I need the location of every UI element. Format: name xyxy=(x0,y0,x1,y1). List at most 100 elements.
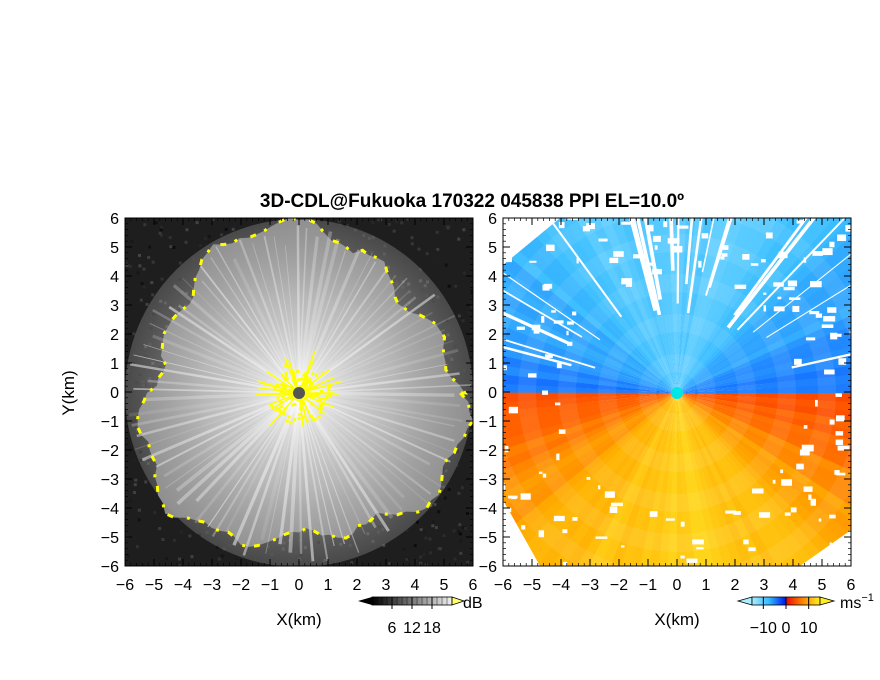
noise-pixel xyxy=(126,554,130,558)
gap-pixel xyxy=(642,634,644,639)
core-pixel xyxy=(278,400,282,404)
gap-pixel xyxy=(805,337,816,341)
noise-pixel xyxy=(467,311,471,315)
velocity-wedge-toward xyxy=(677,365,851,393)
gap-pixel xyxy=(865,346,872,348)
noise-pixel xyxy=(172,538,176,542)
noise-pixel xyxy=(190,555,194,559)
core-pixel xyxy=(289,370,293,374)
core-pixel xyxy=(304,372,308,376)
velocity-wedge-toward xyxy=(677,266,851,393)
gap-pixel xyxy=(621,221,633,225)
gap-pixel xyxy=(567,341,573,346)
gap-pixel xyxy=(664,632,676,637)
core-pixel xyxy=(297,416,301,420)
noise-pixel xyxy=(130,239,134,243)
noise-pixel xyxy=(133,483,137,487)
gap-pixel xyxy=(488,520,494,524)
core-pixel xyxy=(308,385,312,389)
saturated-rim xyxy=(136,218,473,549)
gap-streak xyxy=(503,311,570,345)
gap-pixel xyxy=(692,539,704,545)
gap-pixel xyxy=(625,281,632,287)
gap-pixel xyxy=(555,402,561,406)
noise-pixel xyxy=(161,537,165,541)
gap-pixel xyxy=(708,209,714,212)
noise-pixel xyxy=(220,554,224,558)
noise-pixel xyxy=(413,544,417,548)
y-tick-label: −3 xyxy=(479,472,497,489)
noise-pixel xyxy=(150,281,154,285)
gap-pixel xyxy=(498,403,500,407)
velocity-wedge-away xyxy=(677,393,803,566)
colorbar-tick-label: 6 xyxy=(388,620,397,637)
gap-pixel xyxy=(609,506,618,513)
gap-pixel xyxy=(699,616,706,622)
noise-pixel xyxy=(169,245,173,249)
y-tick-label: 2 xyxy=(488,327,497,344)
gap-pixel xyxy=(815,399,818,407)
gap-pixel xyxy=(810,498,816,506)
noise-pixel xyxy=(151,260,155,264)
velocity-wedge-away xyxy=(503,393,677,431)
noise-pixel xyxy=(145,302,149,306)
noise-pixel xyxy=(462,228,466,232)
noise-pixel xyxy=(165,557,169,561)
colorbar-tick-label: 12 xyxy=(403,620,421,637)
gap-pixel xyxy=(783,286,795,291)
velocity-wedge-toward xyxy=(609,218,677,393)
x-tick-label: −1 xyxy=(639,577,657,594)
core-pixel xyxy=(327,385,331,389)
x-tick-label: −4 xyxy=(552,577,570,594)
gap-pixel xyxy=(765,232,773,239)
noise-pixel xyxy=(405,557,409,561)
gap-pixel xyxy=(571,218,578,221)
noise-pixel xyxy=(172,245,176,249)
gap-pixel xyxy=(773,306,785,312)
noise-pixel xyxy=(185,228,189,232)
velocity-wedge-away xyxy=(503,393,677,412)
y-tick-label: 3 xyxy=(110,298,119,315)
gap-pixel xyxy=(563,561,568,566)
velocity-wedge-away xyxy=(677,393,790,566)
gap-pixel xyxy=(567,159,573,164)
gap-pixel xyxy=(621,545,625,548)
core-pixel xyxy=(323,397,327,401)
noise-pixel xyxy=(457,530,461,534)
gap-pixel xyxy=(633,254,645,259)
core-pixel xyxy=(305,419,309,423)
noise-pixel xyxy=(468,429,472,433)
gap-pixel xyxy=(571,615,574,618)
core-pixel xyxy=(290,396,294,400)
velocity-wedge-toward xyxy=(677,252,851,393)
x-tick-label: 5 xyxy=(440,577,449,594)
noise-pixel xyxy=(436,247,440,251)
gap-pixel xyxy=(740,158,742,160)
gap-pixel xyxy=(794,358,802,365)
noise-pixel xyxy=(147,255,151,259)
gap-pixel xyxy=(803,486,813,492)
gap-pixel xyxy=(818,518,822,522)
corner-void xyxy=(503,500,540,566)
core-pixel xyxy=(276,396,280,400)
gap-pixel xyxy=(860,376,869,383)
x-tick-label: 4 xyxy=(789,577,798,594)
core-pixel xyxy=(298,413,302,417)
gap-pixel xyxy=(586,223,595,230)
noise-pixel xyxy=(459,539,463,543)
velocity-wedge-toward xyxy=(503,218,677,393)
core-pixel xyxy=(275,383,279,387)
gap-pixel xyxy=(838,198,842,202)
gap-pixel xyxy=(556,363,562,369)
gap-pixel xyxy=(613,251,624,257)
noise-pixel xyxy=(158,527,162,531)
gap-pixel xyxy=(511,496,517,500)
y-tick-label: 5 xyxy=(488,240,497,257)
velocity-wedge-away xyxy=(503,393,677,507)
gap-pixel xyxy=(830,333,842,337)
noise-pixel xyxy=(188,534,192,538)
noise-pixel xyxy=(207,235,211,239)
noise-pixel xyxy=(137,518,141,522)
velocity-wedge-away xyxy=(667,393,677,566)
